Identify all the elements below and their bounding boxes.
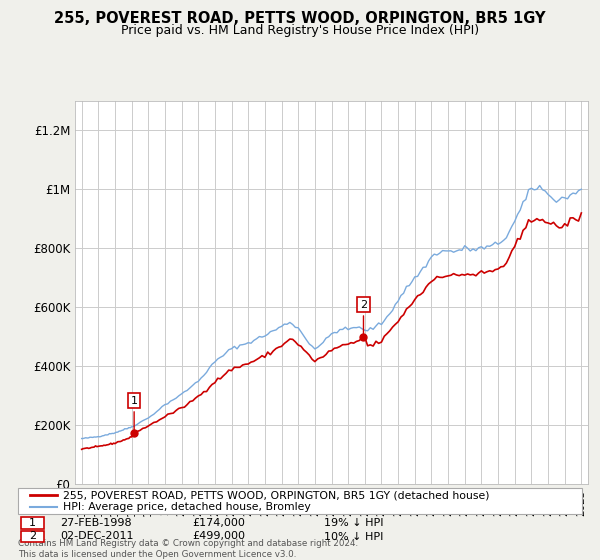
Text: 2: 2: [29, 531, 36, 542]
Text: £499,000: £499,000: [192, 531, 245, 542]
Text: Contains HM Land Registry data © Crown copyright and database right 2024.
This d: Contains HM Land Registry data © Crown c…: [18, 539, 358, 559]
Text: £174,000: £174,000: [192, 518, 245, 528]
Text: 10% ↓ HPI: 10% ↓ HPI: [324, 531, 383, 542]
Text: 255, POVEREST ROAD, PETTS WOOD, ORPINGTON, BR5 1GY: 255, POVEREST ROAD, PETTS WOOD, ORPINGTO…: [54, 11, 546, 26]
Text: HPI: Average price, detached house, Bromley: HPI: Average price, detached house, Brom…: [63, 502, 311, 512]
Text: 19% ↓ HPI: 19% ↓ HPI: [324, 518, 383, 528]
Text: 255, POVEREST ROAD, PETTS WOOD, ORPINGTON, BR5 1GY (detached house): 255, POVEREST ROAD, PETTS WOOD, ORPINGTO…: [63, 490, 490, 500]
Text: 27-FEB-1998: 27-FEB-1998: [60, 518, 131, 528]
Text: 1: 1: [29, 518, 36, 528]
Text: 02-DEC-2011: 02-DEC-2011: [60, 531, 133, 542]
Text: Price paid vs. HM Land Registry's House Price Index (HPI): Price paid vs. HM Land Registry's House …: [121, 24, 479, 36]
Text: 2: 2: [360, 300, 367, 334]
Text: 1: 1: [131, 395, 137, 430]
